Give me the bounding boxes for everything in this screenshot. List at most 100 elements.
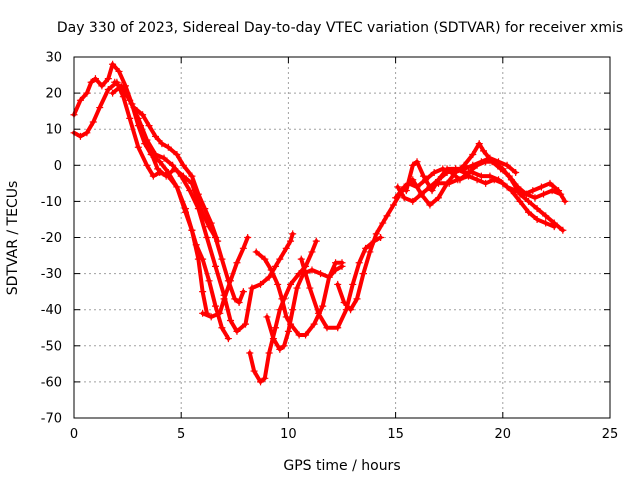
series-track-15 [428,154,520,195]
data-point [265,349,273,357]
data-point [546,179,554,187]
y-tick-label: -60 [41,375,62,390]
data-point [284,327,292,335]
data-point [317,270,325,278]
data-point [302,331,310,339]
data-point [332,266,340,274]
data-point [372,230,380,238]
data-point [473,176,481,184]
data-point [460,165,468,173]
data-point [413,158,421,166]
grid-lines [74,57,610,418]
data-point [207,313,215,321]
data-point [525,197,533,205]
data-point [434,176,442,184]
data-point [227,317,235,325]
data-point [383,212,391,220]
data-point [83,129,91,137]
x-tick-label: 0 [70,427,78,442]
data-point [104,75,112,83]
data-point [203,234,211,241]
data-point [272,324,280,332]
series-line [250,231,295,290]
data-point [306,284,314,292]
data-point [109,60,117,68]
data-point [128,100,136,108]
x-tick-label: 25 [602,427,619,442]
data-point [91,75,99,83]
data-point [252,248,260,256]
y-tick-labels: -70 -60 -50 -40 -30 -20 -10 0 10 20 30 [41,51,62,427]
data-point [261,255,269,263]
data-point [289,306,297,314]
data-point [188,172,196,180]
data-point [289,230,297,238]
y-tick-label: 10 [45,123,62,138]
series-line [254,249,344,337]
data-point [297,255,305,263]
data-point [145,143,153,151]
data-point [469,161,477,169]
data-point [227,277,235,285]
data-point [323,324,331,332]
chart-title: Day 330 of 2023, Sidereal Day-to-day VTE… [57,20,623,36]
data-point [312,237,320,245]
data-point [109,89,117,97]
y-tick-label: -30 [41,267,62,282]
data-point [244,234,252,241]
y-tick-label: 30 [45,51,62,66]
data-point [111,78,119,86]
data-point [261,374,269,382]
data-point [173,183,181,191]
y-tick-label: -70 [41,412,62,427]
data-point [359,270,367,278]
data-point [353,295,361,303]
data-point [452,165,460,173]
data-point [171,165,179,173]
data-point [332,259,340,267]
series-line [335,159,565,312]
data-point [469,150,477,158]
data-point [377,234,385,241]
data-point [525,208,533,216]
data-point [531,194,539,202]
data-point [512,187,520,195]
data-point [119,85,127,93]
data-point [540,190,548,198]
data-point [443,169,451,177]
data-point [104,85,112,93]
series-track-2 [70,78,232,343]
data-point [400,194,408,202]
data-point [269,335,277,343]
data-point [308,266,316,274]
data-point [188,226,196,234]
data-point [419,172,427,180]
series-track-14 [402,158,569,205]
data-point [194,190,202,198]
data-point [334,280,342,288]
data-point [505,172,513,180]
data-point [201,205,209,213]
y-tick-label: -40 [41,303,62,318]
data-point [212,302,220,310]
data-point [392,194,400,202]
data-point [192,241,200,249]
y-tick-label: -20 [41,231,62,246]
data-point [409,161,417,169]
data-point [314,309,322,317]
data-point [199,309,207,317]
data-point [149,172,157,180]
data-point [426,201,434,209]
data-point [276,255,284,263]
data-point [224,335,232,343]
data-point [362,244,370,252]
data-point [454,176,462,184]
data-point [486,154,494,162]
data-point [355,259,363,267]
data-point [379,219,387,227]
data-point [169,161,177,169]
data-point [179,172,187,180]
data-point [257,280,265,288]
data-point [160,154,168,162]
